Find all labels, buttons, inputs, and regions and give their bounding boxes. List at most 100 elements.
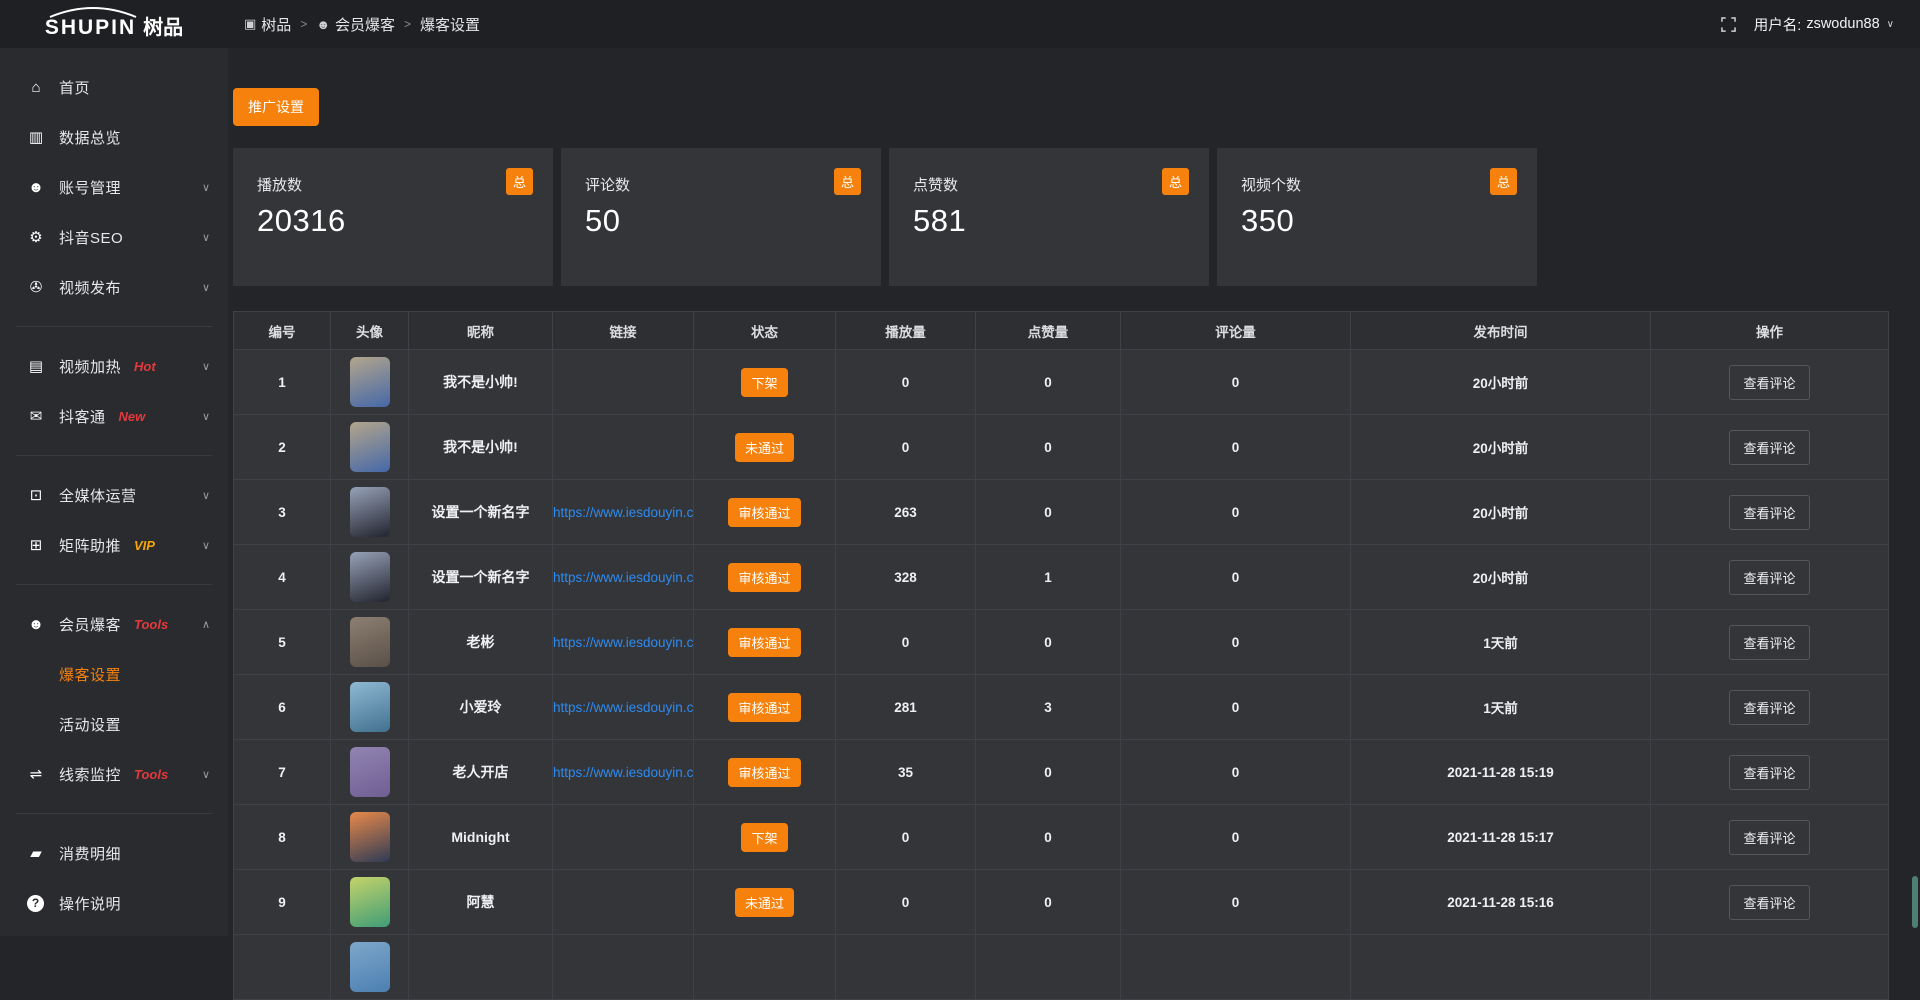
- sidebar-subitem-item[interactable]: 活动设置: [0, 699, 228, 749]
- cell-time: 2021-11-28 15:16: [1351, 870, 1651, 935]
- cell-link: https://www.iesdouyin.c: [553, 480, 694, 545]
- view-comments-button[interactable]: 查看评论: [1729, 755, 1809, 790]
- avatar: [350, 617, 390, 667]
- profile-link[interactable]: https://www.iesdouyin.c: [553, 700, 693, 715]
- home-icon: ⌂: [26, 79, 46, 96]
- sidebar-item-home[interactable]: ⌂首页: [0, 62, 228, 112]
- stat-card-videos: 视频个数 350 总: [1217, 148, 1537, 286]
- view-comments-button[interactable]: 查看评论: [1729, 560, 1809, 595]
- breadcrumb-item[interactable]: ☻会员爆客: [316, 14, 395, 35]
- stat-label: 播放数: [257, 174, 529, 195]
- status-badge: 审核通过: [728, 628, 800, 657]
- promotion-settings-button[interactable]: 推广设置: [233, 88, 319, 126]
- cell-comments: 0: [1121, 675, 1351, 740]
- cell-time: 20小时前: [1351, 480, 1651, 545]
- member-icon: ☻: [316, 17, 330, 32]
- column-header: 链接: [553, 312, 694, 350]
- cell-link: [553, 805, 694, 870]
- breadcrumb-item: 爆客设置: [420, 14, 480, 35]
- view-comments-button[interactable]: 查看评论: [1729, 365, 1809, 400]
- member-icon: ☻: [26, 616, 46, 633]
- view-comments-button[interactable]: 查看评论: [1729, 430, 1809, 465]
- logo[interactable]: SHUPIN 树品: [0, 8, 228, 40]
- chevron-down-icon: ∨: [202, 181, 210, 194]
- view-comments-button[interactable]: 查看评论: [1729, 495, 1809, 530]
- view-comments-button[interactable]: 查看评论: [1729, 885, 1809, 920]
- user-menu[interactable]: 用户名: zswodun88 ∨: [1754, 14, 1894, 35]
- stat-card-likes: 点赞数 581 总: [889, 148, 1209, 286]
- view-comments-button[interactable]: 查看评论: [1729, 625, 1809, 660]
- cell-link: https://www.iesdouyin.c: [553, 740, 694, 805]
- cell-comments: 0: [1121, 610, 1351, 675]
- cell-link: https://www.iesdouyin.c: [553, 545, 694, 610]
- cell-avatar: [331, 610, 409, 675]
- sidebar-divider: [16, 584, 212, 585]
- cell-nickname: 我不是小帅!: [409, 350, 553, 415]
- profile-link[interactable]: https://www.iesdouyin.c: [553, 765, 693, 780]
- sidebar-item-video-publish[interactable]: ✇视频发布∨: [0, 262, 228, 312]
- cell-nickname: 老彬: [409, 610, 553, 675]
- cell-likes: 0: [976, 740, 1121, 805]
- cell-plays: 0: [836, 415, 976, 480]
- scrollbar-thumb[interactable]: [1912, 876, 1918, 928]
- sidebar-item-consume-detail[interactable]: ▰消费明细: [0, 828, 228, 878]
- cell-nickname: 设置一个新名字: [409, 545, 553, 610]
- breadcrumb: ▣树品>☻会员爆客>爆客设置: [244, 14, 480, 35]
- cell-id: 1: [234, 350, 331, 415]
- cell-id: 6: [234, 675, 331, 740]
- fullscreen-icon[interactable]: [1721, 17, 1736, 32]
- cell-likes: 0: [976, 480, 1121, 545]
- sidebar-item-badge: New: [119, 409, 146, 424]
- avatar: [350, 487, 390, 537]
- sidebar-item-label: 消费明细: [59, 843, 121, 864]
- chevron-up-icon: ∧: [202, 618, 210, 631]
- sidebar-item-douyin-seo[interactable]: ⚙抖音SEO∨: [0, 212, 228, 262]
- status-badge: 未通过: [735, 433, 794, 462]
- breadcrumb-item[interactable]: ▣树品: [244, 14, 291, 35]
- column-header: 昵称: [409, 312, 553, 350]
- cell-likes: 0: [976, 870, 1121, 935]
- cell-avatar: [331, 935, 409, 1000]
- cell-avatar: [331, 415, 409, 480]
- cell-avatar: [331, 870, 409, 935]
- profile-link[interactable]: https://www.iesdouyin.c: [553, 505, 693, 520]
- status-badge: 下架: [741, 368, 787, 397]
- column-header: 头像: [331, 312, 409, 350]
- cell-nickname: 老人开店: [409, 740, 553, 805]
- cell-plays: 0: [836, 610, 976, 675]
- cell-action: 查看评论: [1651, 870, 1889, 935]
- cell-avatar: [331, 805, 409, 870]
- cell-link: [553, 870, 694, 935]
- view-comments-button[interactable]: 查看评论: [1729, 820, 1809, 855]
- sidebar-item-data-overview[interactable]: ▥数据总览: [0, 112, 228, 162]
- cell-avatar: [331, 545, 409, 610]
- stat-card-comments: 评论数 50 总: [561, 148, 881, 286]
- logo-text: SHUPIN: [45, 16, 136, 39]
- sidebar-item-label: 数据总览: [59, 127, 121, 148]
- cell-plays: 281: [836, 675, 976, 740]
- profile-link[interactable]: https://www.iesdouyin.c: [553, 570, 693, 585]
- chevron-down-icon: ∨: [202, 768, 210, 781]
- cell-nickname: Midnight: [409, 805, 553, 870]
- cell-nickname: 我不是小帅!: [409, 415, 553, 480]
- profile-link[interactable]: https://www.iesdouyin.c: [553, 635, 693, 650]
- avatar: [350, 877, 390, 927]
- view-comments-button[interactable]: 查看评论: [1729, 690, 1809, 725]
- cell-time: [1351, 935, 1651, 1000]
- sidebar-item-operation-help[interactable]: ?操作说明: [0, 878, 228, 928]
- cell-comments: 0: [1121, 545, 1351, 610]
- column-header: 编号: [234, 312, 331, 350]
- sidebar-item-account-manage[interactable]: ☻账号管理∨: [0, 162, 228, 212]
- cell-time: 2021-11-28 15:19: [1351, 740, 1651, 805]
- total-badge: 总: [1490, 168, 1517, 195]
- sidebar-item-media-operation[interactable]: ⊡全媒体运营∨: [0, 470, 228, 520]
- sidebar-subitem-active[interactable]: 爆客设置: [0, 649, 228, 699]
- sidebar-item-label: 抖音SEO: [59, 227, 123, 248]
